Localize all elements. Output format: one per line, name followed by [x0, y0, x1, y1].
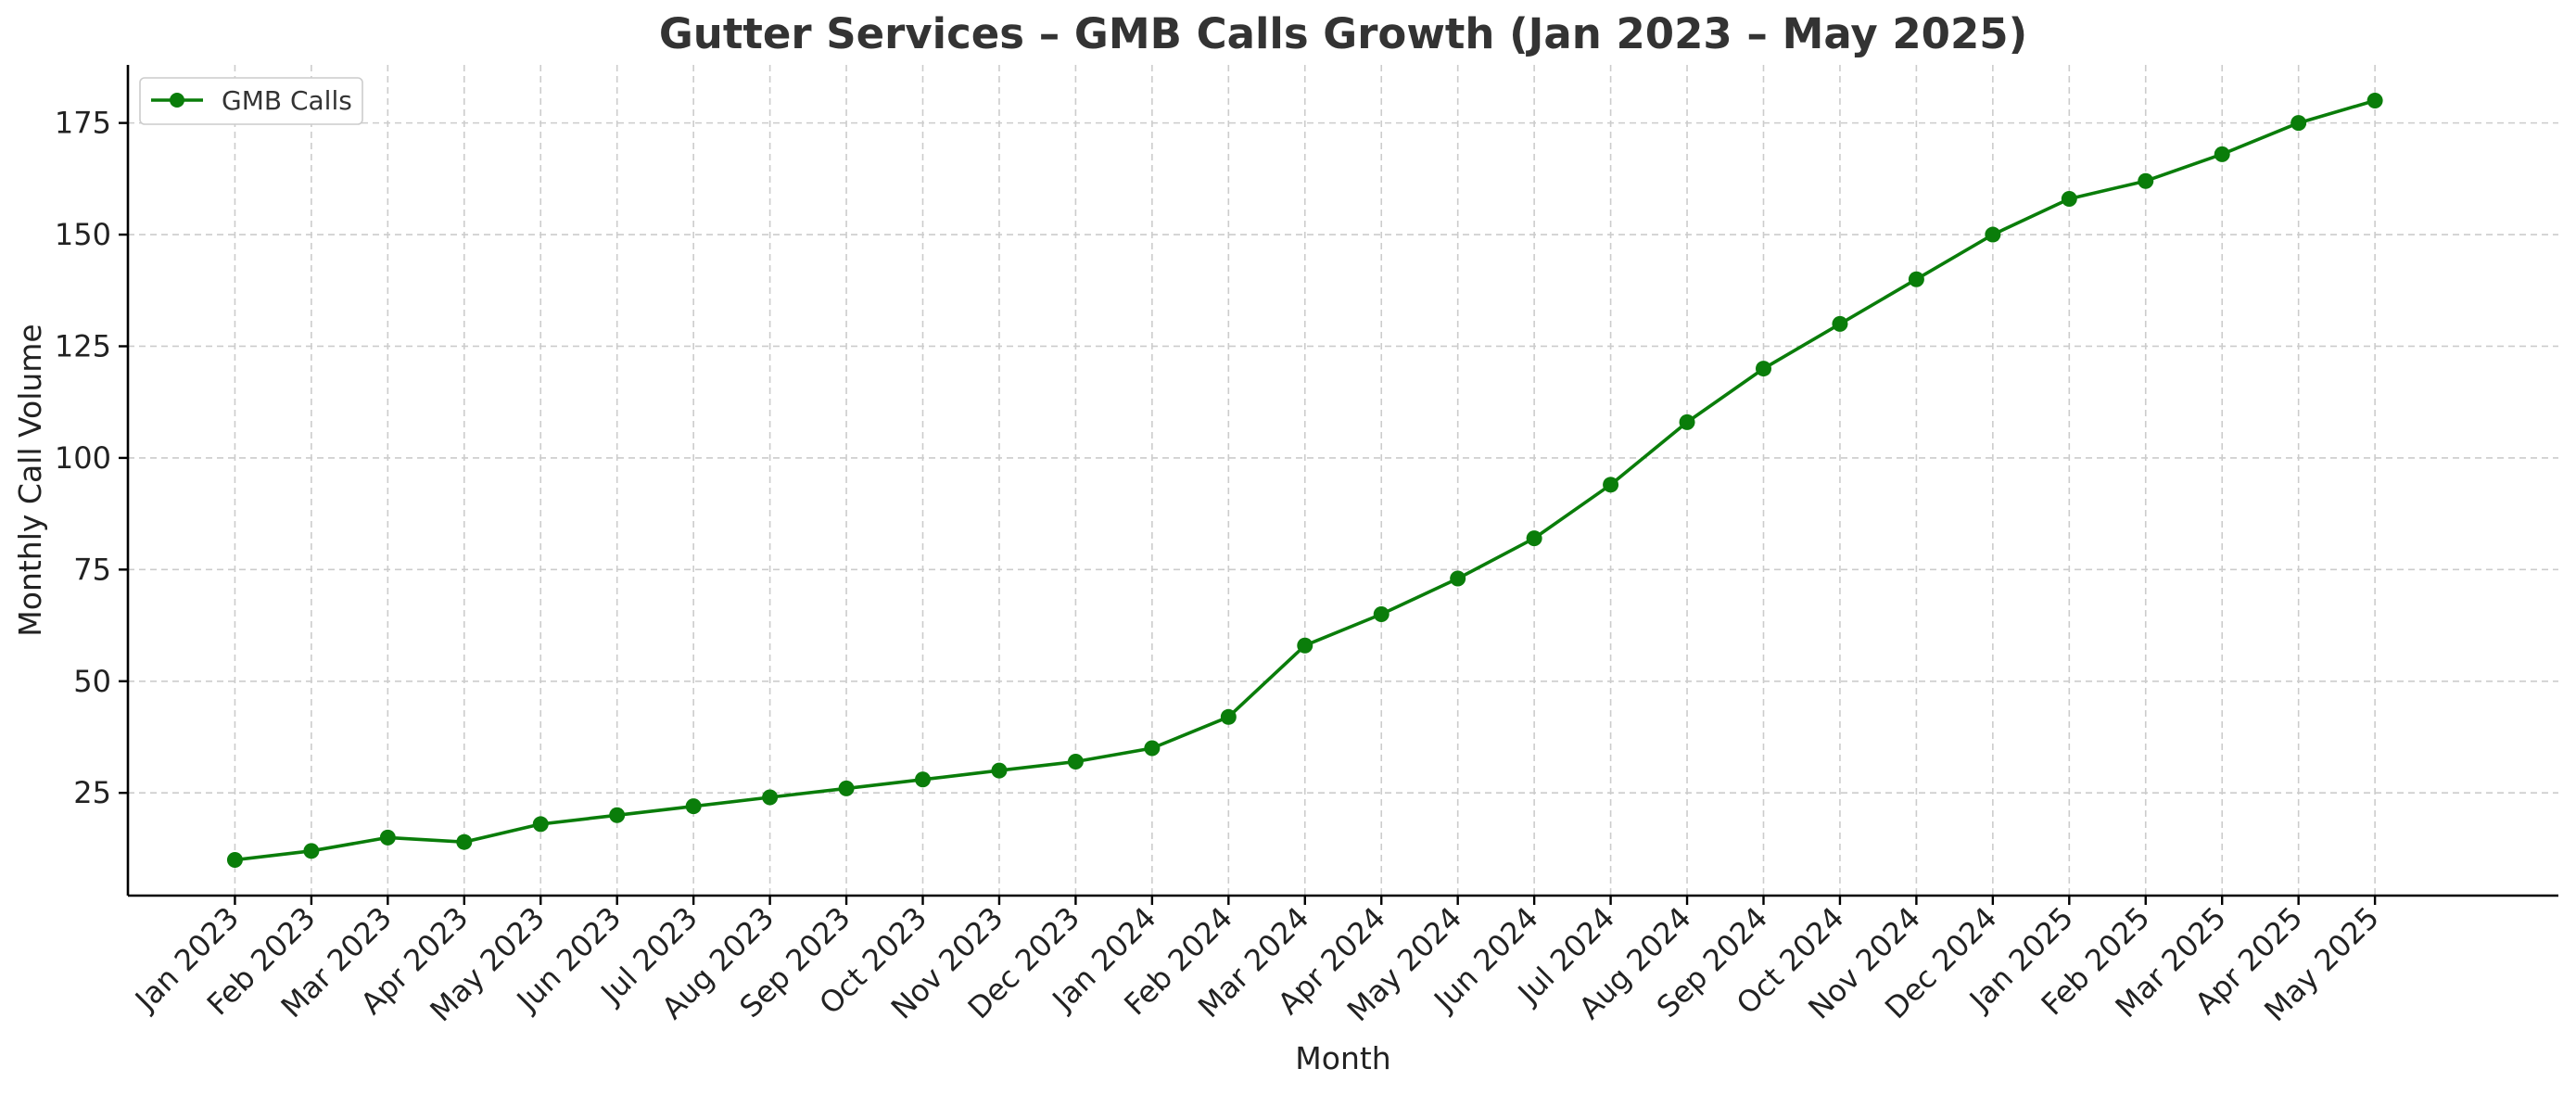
data-point — [2214, 146, 2230, 162]
y-tick-label: 75 — [73, 552, 111, 587]
data-point — [915, 771, 932, 788]
data-point — [1832, 315, 1848, 332]
series-layer — [226, 93, 2383, 868]
data-point — [379, 829, 396, 846]
legend-marker-icon — [170, 93, 184, 108]
data-point — [532, 816, 549, 833]
axes — [126, 65, 2558, 897]
y-axis-label: Monthly Call Volume — [12, 324, 48, 636]
data-point — [2367, 93, 2383, 109]
data-point — [1067, 753, 1084, 770]
y-tick-label: 150 — [55, 217, 111, 252]
y-tick-label: 100 — [55, 440, 111, 476]
data-point — [2138, 172, 2154, 189]
data-point — [1679, 413, 1695, 430]
data-point — [2290, 115, 2307, 132]
data-point — [609, 807, 626, 823]
data-point — [1526, 530, 1542, 547]
legend-label: GMB Calls — [222, 85, 352, 116]
data-point — [1908, 271, 1924, 287]
chart-title: Gutter Services – GMB Calls Growth (Jan … — [659, 9, 2027, 58]
y-tick-label: 25 — [73, 775, 111, 810]
data-point — [1755, 361, 1771, 377]
y-tick-label: 125 — [55, 328, 111, 363]
legend: GMB Calls — [139, 77, 363, 125]
y-tick-label: 50 — [73, 664, 111, 699]
data-point — [991, 762, 1008, 779]
data-point — [685, 798, 702, 815]
data-point — [838, 780, 855, 796]
legend-frame — [139, 77, 363, 125]
data-point — [1220, 708, 1237, 725]
x-axis-label: Month — [1295, 1040, 1390, 1076]
data-point — [1144, 740, 1161, 757]
grid — [128, 65, 2558, 896]
data-point — [762, 789, 779, 806]
y-tick-label: 175 — [55, 106, 111, 141]
data-point — [1985, 226, 2001, 243]
data-point — [2061, 191, 2077, 208]
data-point — [1603, 477, 1619, 493]
y-axis-ticks: 25 50 75 100 125 150 175 — [55, 106, 128, 810]
data-point — [456, 833, 473, 850]
data-point — [226, 851, 243, 868]
data-point — [303, 843, 320, 859]
data-point — [1450, 570, 1466, 587]
data-point — [1373, 606, 1390, 623]
data-point — [1297, 637, 1313, 654]
